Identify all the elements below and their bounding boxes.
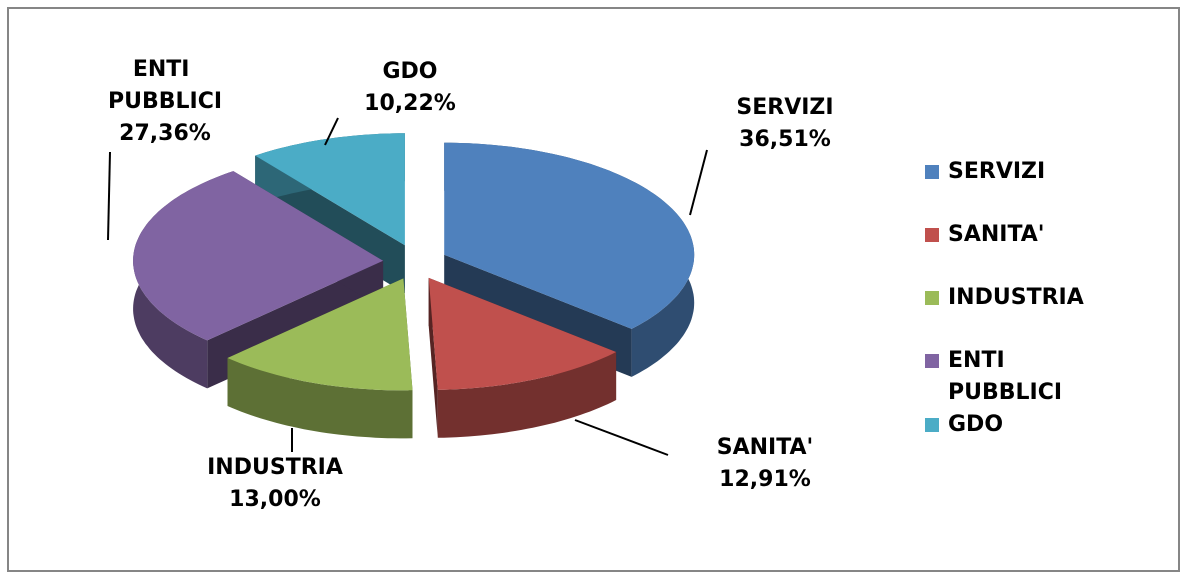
slice-side xyxy=(437,352,617,438)
legend-label: ENTI PUBBLICI xyxy=(948,348,1062,405)
legend-swatch xyxy=(925,354,939,368)
legend-swatch xyxy=(925,228,939,242)
data-label-value: 12,91% xyxy=(719,467,811,492)
leader-line xyxy=(324,117,339,146)
data-label-name: SANITA' xyxy=(717,435,814,460)
legend-label: GDO xyxy=(948,412,1003,437)
slice-top xyxy=(428,277,617,390)
leader-line xyxy=(574,419,669,456)
data-label-value: 13,00% xyxy=(229,487,321,512)
data-label-value: 10,22% xyxy=(364,91,456,116)
pie-slice xyxy=(227,278,413,439)
leader-line xyxy=(689,149,708,216)
slice-side xyxy=(227,358,413,439)
legend-swatch xyxy=(925,291,939,305)
slice-top xyxy=(133,171,384,341)
legend-swatch xyxy=(925,165,939,179)
pie-slice xyxy=(133,171,384,389)
slice-top xyxy=(255,133,405,246)
legend-swatch xyxy=(925,418,939,432)
data-label-name: SERVIZI xyxy=(736,95,833,120)
legend-label: SERVIZI xyxy=(948,159,1045,184)
data-label-value: 27,36% xyxy=(119,121,211,146)
data-label-name: INDUSTRIA xyxy=(207,455,343,480)
pie-slice xyxy=(428,277,617,438)
legend-label: SANITA' xyxy=(948,222,1045,247)
data-label-value: 36,51% xyxy=(739,127,831,152)
slice-top xyxy=(444,142,695,329)
data-label-name: GDO xyxy=(382,59,437,84)
data-label-name: ENTI PUBBLICI xyxy=(108,57,222,114)
legend-label: INDUSTRIA xyxy=(948,285,1084,310)
slice-side xyxy=(428,277,438,438)
slice-top xyxy=(227,278,413,391)
leader-line xyxy=(107,151,111,241)
